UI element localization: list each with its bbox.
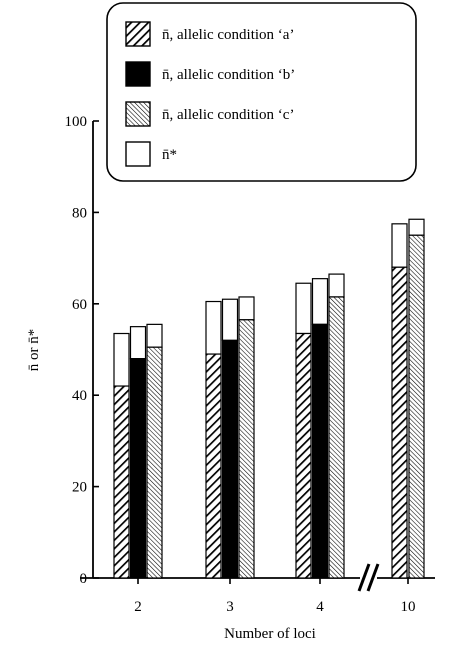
bars bbox=[113, 218, 425, 579]
bar-n-star bbox=[113, 332, 130, 387]
bar-n-star bbox=[311, 278, 329, 325]
bar-n-star bbox=[129, 326, 147, 360]
y-tick-label: 60 bbox=[72, 297, 87, 313]
x-axis-label: Number of loci bbox=[224, 626, 316, 642]
y-tick-label: 40 bbox=[72, 388, 87, 404]
bar-n-star bbox=[205, 300, 222, 355]
bar-n-star bbox=[408, 218, 425, 236]
axis-break-mark bbox=[366, 563, 380, 592]
bar-n-bar bbox=[295, 332, 312, 579]
bar-n-bar bbox=[408, 234, 425, 579]
legend-label: n̄, allelic condition ‘c’ bbox=[162, 107, 294, 123]
legend-box bbox=[106, 2, 417, 182]
bar-n-star bbox=[328, 273, 345, 298]
legend-label: n̄, allelic condition ‘b’ bbox=[162, 67, 295, 83]
y-tick-label: 100 bbox=[65, 114, 88, 130]
x-tick-label: 4 bbox=[316, 599, 324, 615]
x-tick-label: 3 bbox=[226, 599, 234, 615]
x-tick-label: 10 bbox=[401, 599, 416, 615]
bar-n-bar bbox=[311, 323, 329, 579]
bar-n-star bbox=[295, 282, 312, 335]
bar-n-bar bbox=[391, 266, 408, 579]
legend-label: n̄* bbox=[162, 147, 177, 163]
bar-n-star bbox=[146, 323, 163, 348]
y-tick-label: 80 bbox=[72, 205, 87, 221]
axis-break-mark bbox=[357, 563, 371, 592]
legend-swatch bbox=[125, 21, 151, 47]
legend-swatch bbox=[125, 141, 151, 167]
y-tick-label: 0 bbox=[80, 571, 88, 587]
bar-n-star bbox=[221, 298, 239, 341]
legend-label: n̄, allelic condition ‘a’ bbox=[162, 27, 294, 43]
bar-n-bar bbox=[205, 353, 222, 579]
bar-n-bar bbox=[146, 346, 163, 579]
y-tick-label: 20 bbox=[72, 480, 87, 496]
bar-n-bar bbox=[221, 339, 239, 579]
x-tick-label: 2 bbox=[134, 599, 142, 615]
legend-swatch bbox=[125, 61, 151, 87]
bar-n-bar bbox=[113, 385, 130, 579]
bar-n-bar bbox=[129, 358, 147, 579]
legend: n̄, allelic condition ‘a’ n̄, allelic con… bbox=[106, 2, 417, 182]
bar-n-star bbox=[238, 296, 255, 321]
bar-n-bar bbox=[328, 296, 345, 579]
legend-swatch bbox=[125, 101, 151, 127]
bar-n-star bbox=[391, 223, 408, 268]
bar-n-bar bbox=[238, 319, 255, 579]
y-axis-label: n̄ or n̄* bbox=[26, 329, 42, 372]
